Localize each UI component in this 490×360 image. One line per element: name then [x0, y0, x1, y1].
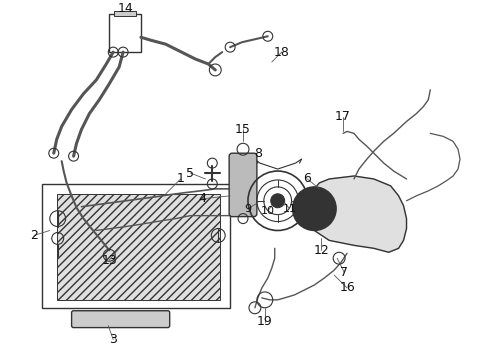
Text: 4: 4 — [198, 192, 206, 205]
Text: 2: 2 — [30, 229, 38, 242]
Text: 13: 13 — [101, 254, 117, 267]
Circle shape — [293, 187, 336, 230]
Polygon shape — [309, 176, 407, 252]
Text: 6: 6 — [303, 172, 311, 185]
Text: 18: 18 — [274, 46, 290, 59]
FancyBboxPatch shape — [72, 311, 170, 328]
Circle shape — [307, 202, 321, 216]
Text: 8: 8 — [254, 147, 262, 160]
Text: 14: 14 — [117, 2, 133, 15]
Bar — [114, 10, 136, 17]
Text: 10: 10 — [261, 206, 275, 216]
Text: 16: 16 — [339, 282, 355, 294]
Text: 3: 3 — [109, 333, 117, 346]
Text: 5: 5 — [187, 167, 195, 180]
FancyBboxPatch shape — [229, 153, 257, 217]
Bar — [42, 184, 230, 308]
Text: 9: 9 — [245, 204, 251, 214]
Text: 7: 7 — [340, 266, 348, 279]
Text: 19: 19 — [257, 315, 273, 328]
Bar — [57, 194, 220, 300]
Text: 17: 17 — [335, 110, 351, 123]
Text: 15: 15 — [235, 123, 251, 136]
Text: 1: 1 — [177, 172, 185, 185]
Circle shape — [271, 194, 285, 208]
Bar — [109, 14, 141, 52]
Text: 11: 11 — [283, 204, 296, 214]
Text: 12: 12 — [314, 244, 329, 257]
